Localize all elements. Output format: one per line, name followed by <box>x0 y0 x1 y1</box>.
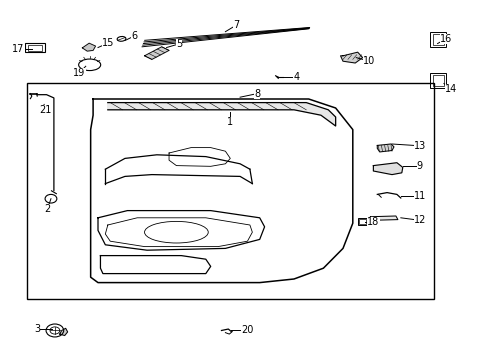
Bar <box>27 83 434 299</box>
Text: 19: 19 <box>74 68 85 78</box>
Text: 6: 6 <box>131 31 137 41</box>
Text: 10: 10 <box>363 56 375 66</box>
Text: 17: 17 <box>12 44 25 54</box>
Text: 11: 11 <box>414 191 426 201</box>
Polygon shape <box>108 103 336 126</box>
Text: 7: 7 <box>233 20 239 30</box>
Text: 12: 12 <box>414 215 426 225</box>
Text: 20: 20 <box>241 325 254 336</box>
Text: 5: 5 <box>176 39 182 49</box>
Polygon shape <box>60 328 68 336</box>
Text: 13: 13 <box>414 141 426 151</box>
Bar <box>25 43 45 52</box>
Text: 18: 18 <box>368 217 379 227</box>
Text: 14: 14 <box>445 84 457 94</box>
Polygon shape <box>370 216 398 220</box>
Text: 8: 8 <box>254 89 260 99</box>
Bar <box>28 45 42 51</box>
Bar <box>430 73 446 88</box>
Bar <box>433 34 444 45</box>
Polygon shape <box>377 144 394 152</box>
Bar <box>359 219 366 224</box>
Text: 2: 2 <box>45 204 50 214</box>
Text: 9: 9 <box>417 161 423 171</box>
Polygon shape <box>82 43 96 51</box>
Text: 4: 4 <box>294 72 299 82</box>
Bar <box>358 218 368 225</box>
Polygon shape <box>145 47 169 59</box>
Text: 3: 3 <box>34 324 40 334</box>
Bar <box>430 32 446 47</box>
Polygon shape <box>341 52 363 63</box>
Text: 1: 1 <box>227 117 233 127</box>
Text: 15: 15 <box>101 38 114 48</box>
Bar <box>433 75 444 86</box>
Text: 16: 16 <box>440 34 452 44</box>
Text: 21: 21 <box>39 105 51 115</box>
Polygon shape <box>373 163 403 175</box>
